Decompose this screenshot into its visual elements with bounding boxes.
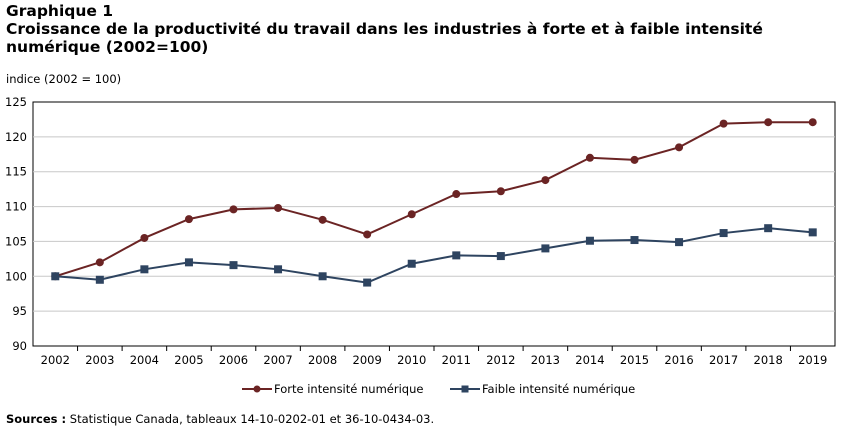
- data-point-series-2: [184, 258, 193, 267]
- y-tick-label-95: 95: [12, 304, 27, 318]
- data-point-series-1: [184, 215, 193, 224]
- data-point-series-2: [51, 272, 60, 281]
- y-tick-label-120: 120: [5, 130, 27, 144]
- data-point-series-1: [808, 118, 817, 127]
- legend-label-2: Faible intensité numérique: [482, 382, 635, 396]
- data-point-series-2: [140, 265, 149, 274]
- legend-marker-1: [253, 385, 261, 393]
- source-label: Sources :: [6, 412, 67, 426]
- series-line-1: [54, 121, 813, 278]
- data-point-series-1: [764, 118, 773, 127]
- data-point-series-1: [318, 215, 327, 224]
- x-tick-label-2008: 2008: [308, 353, 337, 367]
- x-tick-label-2007: 2007: [263, 353, 292, 367]
- x-tick-label-2004: 2004: [130, 353, 159, 367]
- data-point-series-1: [229, 205, 238, 214]
- data-point-series-1: [541, 176, 550, 185]
- data-point-series-2: [541, 244, 550, 253]
- data-point-series-2: [719, 229, 728, 238]
- x-tick-label-2014: 2014: [575, 353, 604, 367]
- chart-header: Graphique 1 Croissance de la productivit…: [6, 2, 846, 56]
- source-text: Statistique Canada, tableaux 14-10-0202-…: [69, 412, 435, 426]
- plot-area-frame: [32, 101, 836, 347]
- x-tick-label-2009: 2009: [353, 353, 382, 367]
- data-point-series-2: [274, 265, 283, 274]
- source-note: Sources : Statistique Canada, tableaux 1…: [6, 412, 434, 426]
- data-point-series-2: [808, 228, 817, 237]
- legend-marker-2: [461, 385, 469, 393]
- data-point-series-1: [274, 203, 283, 212]
- x-tick-label-2016: 2016: [664, 353, 693, 367]
- data-point-series-2: [675, 238, 684, 247]
- x-tick-label-2003: 2003: [85, 353, 114, 367]
- y-tick-label-110: 110: [5, 200, 27, 214]
- y-tick-label-125: 125: [5, 95, 27, 109]
- x-tick-label-2010: 2010: [397, 353, 426, 367]
- data-point-series-1: [140, 233, 149, 242]
- data-point-series-1: [630, 155, 639, 164]
- data-point-series-2: [764, 224, 773, 233]
- data-point-series-2: [452, 251, 461, 260]
- chart-title: Croissance de la productivité du travail…: [6, 20, 763, 56]
- legend-label-1: Forte intensité numérique: [274, 382, 423, 396]
- data-point-series-2: [496, 252, 505, 261]
- data-point-series-2: [229, 261, 238, 270]
- data-point-series-1: [496, 187, 505, 196]
- y-axis-unit-label: indice (2002 = 100): [6, 72, 122, 86]
- x-tick-label-2012: 2012: [486, 353, 515, 367]
- y-tick-label-105: 105: [5, 234, 27, 248]
- data-point-series-2: [630, 236, 639, 245]
- data-point-series-1: [585, 153, 594, 162]
- data-point-series-2: [318, 272, 327, 281]
- data-point-series-1: [452, 190, 461, 199]
- chart-number: Graphique 1: [6, 2, 114, 20]
- x-tick-label-2018: 2018: [754, 353, 783, 367]
- data-point-series-2: [585, 236, 594, 245]
- y-tick-label-90: 90: [12, 339, 27, 353]
- x-tick-label-2017: 2017: [709, 353, 738, 367]
- data-point-series-2: [407, 259, 416, 268]
- x-tick-label-2015: 2015: [620, 353, 649, 367]
- data-point-series-1: [407, 210, 416, 219]
- data-point-series-1: [363, 230, 372, 239]
- x-tick-label-2005: 2005: [174, 353, 203, 367]
- data-point-series-2: [363, 278, 372, 287]
- y-tick-label-100: 100: [5, 269, 27, 283]
- series-line-2: [55, 227, 813, 284]
- x-tick-label-2019: 2019: [798, 353, 827, 367]
- data-point-series-1: [719, 119, 728, 128]
- data-point-series-1: [95, 258, 104, 267]
- x-tick-label-2006: 2006: [219, 353, 248, 367]
- x-tick-label-2013: 2013: [531, 353, 560, 367]
- y-tick-label-115: 115: [5, 165, 27, 179]
- data-point-series-1: [675, 143, 684, 152]
- x-tick-label-2011: 2011: [442, 353, 471, 367]
- data-point-series-2: [95, 275, 104, 284]
- x-tick-label-2002: 2002: [41, 353, 70, 367]
